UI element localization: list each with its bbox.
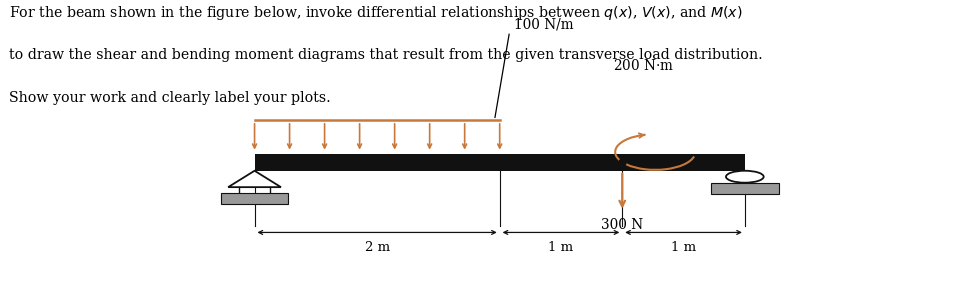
- Polygon shape: [228, 171, 281, 187]
- Text: 1 m: 1 m: [671, 241, 696, 254]
- Text: Show your work and clearly label your plots.: Show your work and clearly label your pl…: [10, 91, 331, 105]
- Text: 2 m: 2 m: [365, 241, 390, 254]
- Bar: [254, 154, 745, 171]
- Circle shape: [726, 171, 763, 183]
- Text: to draw the shear and bending moment diagrams that result from the given transve: to draw the shear and bending moment dia…: [10, 48, 763, 62]
- Text: 200 N$\cdot$m: 200 N$\cdot$m: [612, 58, 674, 73]
- Bar: [221, 193, 289, 204]
- Text: 300 N: 300 N: [601, 218, 643, 232]
- Text: For the beam shown in the figure below, invoke differential relationships betwee: For the beam shown in the figure below, …: [10, 4, 743, 22]
- Text: 100 N/m: 100 N/m: [514, 17, 573, 31]
- Text: 1 m: 1 m: [548, 241, 573, 254]
- Bar: [710, 183, 779, 194]
